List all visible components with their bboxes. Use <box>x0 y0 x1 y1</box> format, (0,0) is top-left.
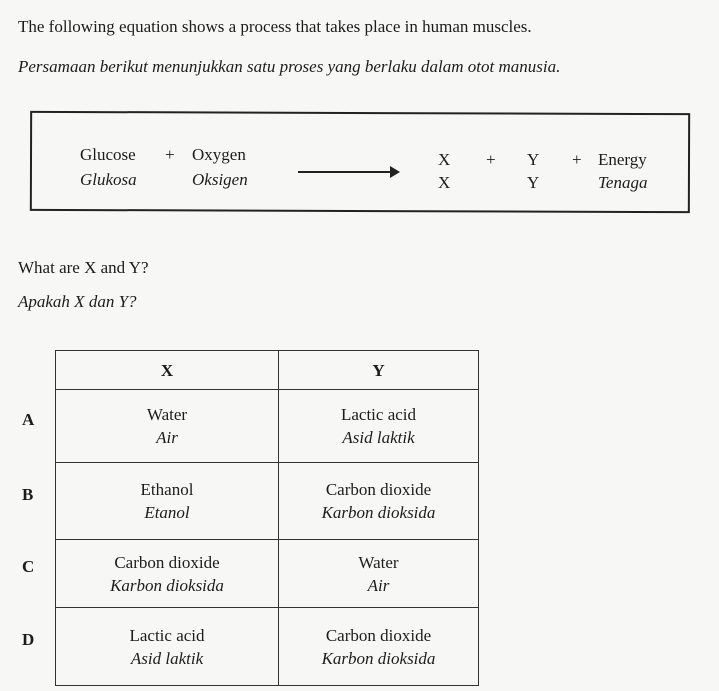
header-y: Y <box>278 350 479 390</box>
option-b-x: Ethanol Etanol <box>55 462 279 540</box>
option-d-x: Lactic acid Asid laktik <box>55 607 279 686</box>
option-a-x: Water Air <box>55 389 279 463</box>
option-a-label[interactable]: A <box>22 410 35 429</box>
table-row: Water Air Lactic acid Asid laktik <box>55 389 479 463</box>
plus-sign: + <box>165 145 175 164</box>
table-header-row: X Y <box>55 350 479 390</box>
table-row: Ethanol Etanol Carbon dioxide Karbon dioks… <box>55 462 479 540</box>
reaction-arrow-icon <box>298 166 400 178</box>
product-x: X <box>438 150 451 169</box>
plus-sign: + <box>486 150 496 169</box>
stem-malay: Persamaan berikut menunjukkan satu prose… <box>18 57 561 76</box>
header-x: X <box>55 350 279 390</box>
prompt-malay: Apakah X dan Y? <box>18 292 137 311</box>
stem-english: The following equation shows a process t… <box>18 17 532 36</box>
option-b-label[interactable]: B <box>22 485 34 504</box>
option-d-y: Carbon dioxide Karbon dioksida <box>278 607 479 686</box>
option-b-y: Carbon dioxide Karbon dioksida <box>278 462 479 540</box>
energy-malay: Tenaga <box>598 173 648 192</box>
option-c-y: Water Air <box>278 539 479 608</box>
option-d-label[interactable]: D <box>22 630 35 649</box>
option-c-x: Carbon dioxide Karbon dioksida <box>55 539 279 608</box>
option-a-y: Lactic acid Asid laktik <box>278 389 479 463</box>
prompt-english: What are X and Y? <box>18 258 149 277</box>
product-x-malay: X <box>438 173 451 192</box>
oxygen-label: Oxygen <box>192 145 246 164</box>
product-y-malay: Y <box>527 173 540 192</box>
glucose-label: Glucose <box>80 145 136 164</box>
table-row: Carbon dioxide Karbon dioksida Water Air <box>55 539 479 608</box>
glucose-malay: Glukosa <box>80 170 137 189</box>
plus-sign: + <box>572 150 582 169</box>
oxygen-malay: Oksigen <box>192 170 248 189</box>
product-y: Y <box>527 150 540 169</box>
options-table: X Y Water Air Lactic acid Asid laktik Etha… <box>55 350 479 686</box>
option-c-label[interactable]: C <box>22 557 35 576</box>
energy-label: Energy <box>598 150 647 169</box>
table-row: Lactic acid Asid laktik Carbon dioxide Kar… <box>55 607 479 686</box>
